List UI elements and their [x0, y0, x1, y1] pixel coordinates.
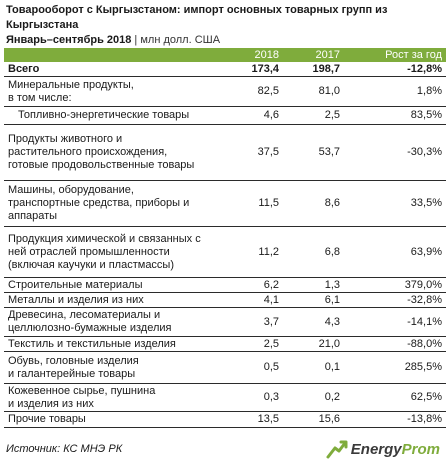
row-category: Прочие товары [4, 411, 230, 428]
row-growth: 1,8% [344, 76, 446, 107]
row-growth: 62,5% [344, 383, 446, 412]
row-value-2018: 173,4 [230, 62, 283, 77]
header-growth: Рост за год [344, 48, 446, 62]
table-row: Прочие товары 13,5 15,6 -13,8% [4, 411, 446, 428]
header-category [4, 48, 230, 62]
energyprom-logo: EnergyProm [326, 439, 440, 459]
energyprom-arrow-icon [326, 440, 348, 459]
table-row: Машины, оборудование, транспортные средст… [4, 180, 446, 227]
row-growth: -14,1% [344, 307, 446, 337]
source-note: Источник: КС МНЭ РК [6, 443, 123, 455]
row-value-2017: 6,8 [283, 226, 344, 278]
table-row: Кожевенное сырье, пушнина и изделия из ни… [4, 383, 446, 412]
table-row: Продукция химической и связанных с ней от… [4, 226, 446, 278]
logo-text-prom: Prom [401, 440, 440, 458]
row-value-2017: 53,7 [283, 124, 344, 181]
row-growth: -88,0% [344, 336, 446, 352]
row-growth: -13,8% [344, 411, 446, 428]
row-growth: 285,5% [344, 351, 446, 384]
row-growth: 33,5% [344, 180, 446, 227]
row-growth: -32,8% [344, 292, 446, 308]
row-value-2018: 4,1 [230, 292, 283, 308]
row-value-2017: 21,0 [283, 336, 344, 352]
row-value-2017: 2,5 [283, 106, 344, 125]
row-value-2018: 82,5 [230, 76, 283, 107]
title-unit: | млн долл. США [131, 34, 221, 46]
row-category: Текстиль и текстильные изделия [4, 336, 230, 352]
row-value-2017: 1,3 [283, 277, 344, 293]
import-table: 2018 2017 Рост за год Всего 173,4 198,7 -12… [4, 48, 446, 428]
row-value-2017: 198,7 [283, 62, 344, 77]
table-row: Древесина, лесоматериалы и целлюлозно-бум… [4, 307, 446, 337]
table-row: Строительные материалы 6,2 1,3 379,0% [4, 277, 446, 293]
table-row: Всего 173,4 198,7 -12,8% [4, 62, 446, 77]
row-category: Строительные материалы [4, 277, 230, 293]
row-category: Минеральные продукты, в том числе: [4, 76, 230, 107]
row-category: Обувь, головные изделия и галантерейные т… [4, 351, 230, 384]
table-body: Всего 173,4 198,7 -12,8% Минеральные продукт… [4, 62, 446, 428]
row-value-2017: 4,3 [283, 307, 344, 337]
row-value-2018: 0,5 [230, 351, 283, 384]
row-value-2018: 3,7 [230, 307, 283, 337]
row-value-2017: 0,2 [283, 383, 344, 412]
row-value-2017: 6,1 [283, 292, 344, 308]
table-row: Минеральные продукты, в том числе: 82,5 81,… [4, 76, 446, 107]
row-category: Продукты животного и растительного происх… [4, 124, 230, 181]
row-value-2017: 0,1 [283, 351, 344, 384]
row-value-2018: 0,3 [230, 383, 283, 412]
table-row: Металлы и изделия из них 4,1 6,1 -32,8% [4, 292, 446, 308]
row-value-2018: 13,5 [230, 411, 283, 428]
table-row: Текстиль и текстильные изделия 2,5 21,0 -88… [4, 336, 446, 352]
table-row: Топливно-энергетические товары 4,6 2,5 83,5… [4, 106, 446, 125]
header-2018: 2018 [230, 48, 283, 62]
header-2017: 2017 [283, 48, 344, 62]
report-title: Товарооборот с Кыргызстаном: импорт осно… [0, 0, 448, 48]
logo-text: EnergyProm [351, 441, 440, 458]
row-growth: 63,9% [344, 226, 446, 278]
logo-text-energy: Energy [350, 440, 402, 458]
row-growth: -30,3% [344, 124, 446, 181]
row-growth: 379,0% [344, 277, 446, 293]
row-category: Древесина, лесоматериалы и целлюлозно-бум… [4, 307, 230, 337]
row-category: Топливно-энергетические товары [4, 106, 230, 125]
row-category: Кожевенное сырье, пушнина и изделия из ни… [4, 383, 230, 412]
footer: Источник: КС МНЭ РК EnergyProm [0, 435, 448, 463]
row-category: Машины, оборудование, транспортные средст… [4, 180, 230, 227]
row-value-2018: 11,2 [230, 226, 283, 278]
title-period: Январь–сентябрь 2018 [6, 34, 132, 46]
row-value-2018: 4,6 [230, 106, 283, 125]
table-row: Обувь, головные изделия и галантерейные т… [4, 351, 446, 384]
row-value-2017: 8,6 [283, 180, 344, 227]
table-header-row: 2018 2017 Рост за год [4, 48, 446, 62]
row-value-2017: 15,6 [283, 411, 344, 428]
row-value-2018: 37,5 [230, 124, 283, 181]
row-value-2017: 81,0 [283, 76, 344, 107]
row-category: Металлы и изделия из них [4, 292, 230, 308]
row-value-2018: 11,5 [230, 180, 283, 227]
row-category: Всего [4, 62, 230, 77]
row-value-2018: 2,5 [230, 336, 283, 352]
title-line2: Январь–сентябрь 2018 | млн долл. США [6, 33, 442, 48]
title-line1: Товарооборот с Кыргызстаном: импорт осно… [6, 4, 388, 31]
row-category: Продукция химической и связанных с ней от… [4, 226, 230, 278]
row-growth: -12,8% [344, 62, 446, 77]
table-row: Продукты животного и растительного происх… [4, 124, 446, 181]
row-value-2018: 6,2 [230, 277, 283, 293]
row-growth: 83,5% [344, 106, 446, 125]
